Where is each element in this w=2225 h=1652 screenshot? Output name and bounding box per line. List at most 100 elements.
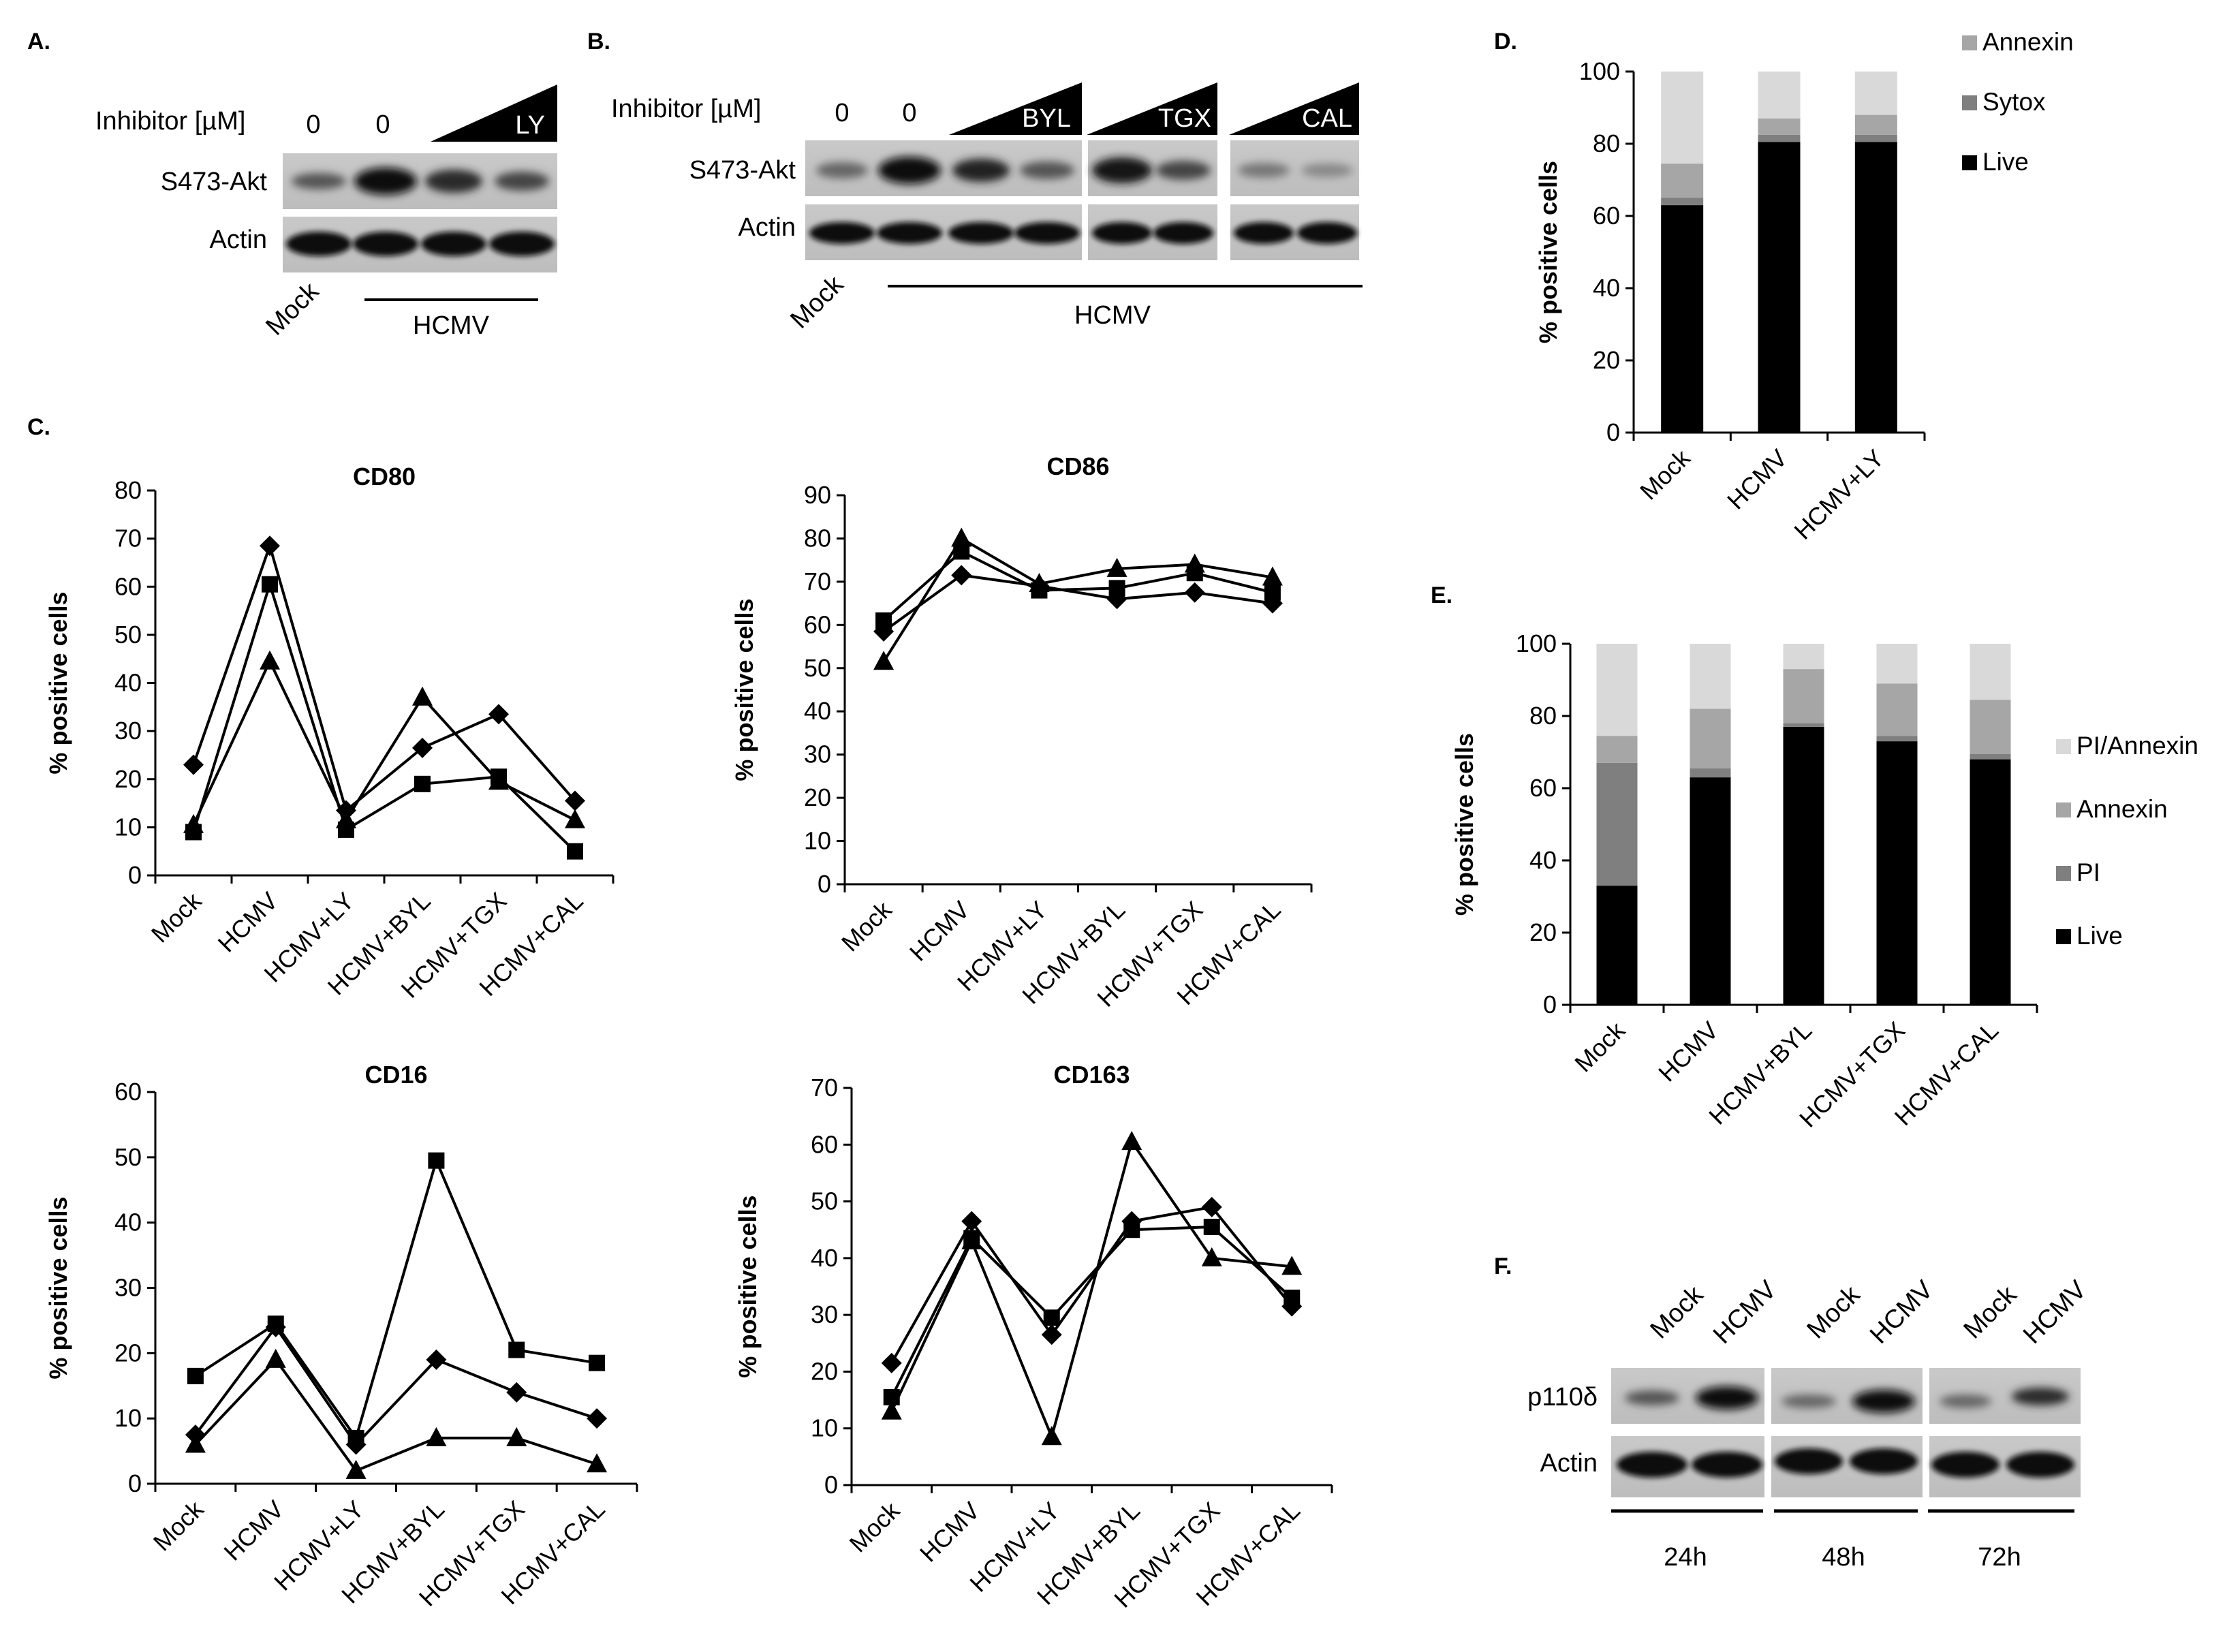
y-tick-label: 80 — [1529, 702, 1557, 730]
y-tick-label: 10 — [114, 813, 142, 841]
series-line-triangle — [194, 1357, 597, 1473]
band — [1931, 1452, 2000, 1478]
panel-f-time-24h: 24h — [1664, 1543, 1707, 1572]
bar-hcmv-tgx-annexin — [1876, 683, 1918, 736]
data-point-square-hcmv-tgx — [508, 1341, 525, 1358]
panel-b-wedge-byl — [949, 82, 1082, 135]
y-tick-label: 100 — [1516, 629, 1557, 657]
x-tick-label-hcmv: HCMV — [1722, 444, 1792, 515]
band — [1156, 161, 1211, 180]
data-point-diamond-hcmv — [260, 535, 280, 557]
y-tick-label: 70 — [114, 525, 142, 552]
chart-title: CD80 — [353, 463, 416, 490]
x-tick-label-mock: Mock — [146, 886, 208, 948]
band — [878, 157, 941, 184]
y-axis-label: % positive cells — [734, 1195, 762, 1377]
y-tick-label: 20 — [1529, 918, 1557, 946]
band — [1625, 1390, 1679, 1405]
data-point-triangle-hcmv-byl — [412, 686, 433, 706]
legend-swatch-pi — [2056, 866, 2071, 881]
band — [354, 168, 417, 195]
data-point-triangle-hcmv-tgx — [1201, 1247, 1222, 1266]
data-point-diamond-hcmv-ly — [1041, 1324, 1062, 1345]
panel-b-wedge-cal — [1229, 82, 1359, 135]
series-line-diamond — [890, 1205, 1293, 1364]
panel-a-zero-1: 0 — [306, 110, 320, 139]
y-tick-label: 80 — [804, 524, 831, 552]
panel-a: A. Inhibitor [µM] 0 0 LY S473-Akt Actin … — [27, 29, 557, 341]
panel-f-band-actin-label: Actin — [1540, 1449, 1598, 1478]
legend-label-live: Live — [1982, 148, 2029, 176]
data-point-square-hcmv-tgx — [1203, 1219, 1220, 1236]
bar-hcmv-ly-live — [1854, 142, 1897, 433]
legend-label-annexin: Annexin — [1982, 28, 2074, 56]
data-point-triangle-hcmv — [260, 650, 280, 670]
data-point-triangle-hcmv-tgx — [488, 770, 509, 790]
y-tick-label: 40 — [811, 1244, 838, 1272]
bar-hcmv-ly-sytox — [1854, 134, 1897, 142]
data-point-square-hcmv-byl — [1108, 580, 1125, 597]
legend-label-live: Live — [2076, 922, 2123, 950]
series-line-square — [890, 1226, 1293, 1398]
data-point-square-hcmv-cal — [567, 843, 583, 860]
band — [809, 222, 875, 244]
panel-f-lane-4: HCMV — [1865, 1275, 1939, 1350]
legend-swatch-annexin — [1962, 35, 1977, 50]
x-tick-label-mock: Mock — [1634, 443, 1696, 505]
panel-a-wedge — [431, 84, 557, 142]
data-point-square-hcmv-cal — [1283, 1290, 1301, 1307]
band — [1775, 1448, 1843, 1474]
y-axis-label: % positive cells — [1534, 161, 1562, 343]
data-point-square-hcmv-byl — [428, 1152, 445, 1169]
panel-b-wedge-byl-label: BYL — [1022, 104, 1071, 133]
x-tick-label-hcmv-ly: HCMV+LY — [1788, 444, 1889, 545]
data-point-diamond-mock — [183, 754, 204, 775]
band — [1940, 1394, 1991, 1408]
band — [877, 222, 942, 244]
panel-f-label: F. — [1494, 1253, 1512, 1279]
data-point-diamond-hcmv-tgx — [506, 1382, 527, 1403]
bar-mock-annexin — [1661, 163, 1704, 198]
panel-f-lane-2: HCMV — [1708, 1275, 1782, 1350]
panel-a-wedge-label: LY — [515, 111, 545, 140]
data-point-square-hcmv-byl — [1123, 1221, 1140, 1238]
data-point-triangle-hcmv-cal — [1281, 1256, 1303, 1275]
band — [489, 232, 555, 256]
panel-b-inhibitor-label: Inhibitor [µM] — [611, 95, 761, 123]
y-tick-label: 30 — [811, 1300, 838, 1328]
panel-b: B. Inhibitor [µM] 0 0 BYL TGX CAL S473-A… — [587, 29, 1363, 334]
band — [2012, 1388, 2069, 1405]
y-tick-label: 90 — [804, 481, 831, 509]
bar-hcmv-live — [1690, 777, 1731, 1005]
data-point-square-hcmv-cal — [1264, 584, 1281, 601]
band — [353, 232, 418, 256]
data-point-triangle-hcmv-byl — [1121, 1131, 1142, 1151]
bar-mock-sytox-annexin — [1661, 72, 1704, 164]
data-point-triangle-mock — [881, 1400, 902, 1420]
panel-b-band-actin-label: Actin — [738, 213, 796, 242]
series-line-triangle — [192, 658, 576, 826]
data-point-square-hcmv — [267, 1315, 284, 1332]
panel-b-band-akt-label: S473-Akt — [689, 156, 796, 185]
bar-hcmv-byl-live — [1783, 726, 1824, 1005]
panel-a-mock-label: Mock — [260, 277, 325, 341]
panel-f-lane-6: HCMV — [2018, 1275, 2092, 1350]
x-tick-label-mock: Mock — [844, 1496, 906, 1558]
band — [1014, 222, 1080, 244]
data-point-triangle-hcmv — [265, 1348, 286, 1368]
band — [1301, 163, 1353, 177]
data-point-triangle-hcmv — [961, 1230, 982, 1249]
panel-d: D. 0 20 40 60 80 100 % positive cells Mock HCMVH… — [1494, 28, 2074, 545]
data-point-square-hcmv-byl — [414, 775, 431, 792]
data-point-diamond-hcmv — [951, 565, 972, 586]
series-line-diamond — [882, 574, 1273, 633]
legend-label-pi-annexin: PI/Annexin — [2076, 732, 2198, 760]
band — [1092, 157, 1152, 183]
y-tick-label: 60 — [804, 610, 831, 638]
band — [292, 173, 346, 189]
data-point-diamond-mock — [881, 1352, 902, 1373]
y-tick-label: 0 — [128, 861, 142, 889]
data-point-square-hcmv-ly — [347, 1429, 364, 1446]
